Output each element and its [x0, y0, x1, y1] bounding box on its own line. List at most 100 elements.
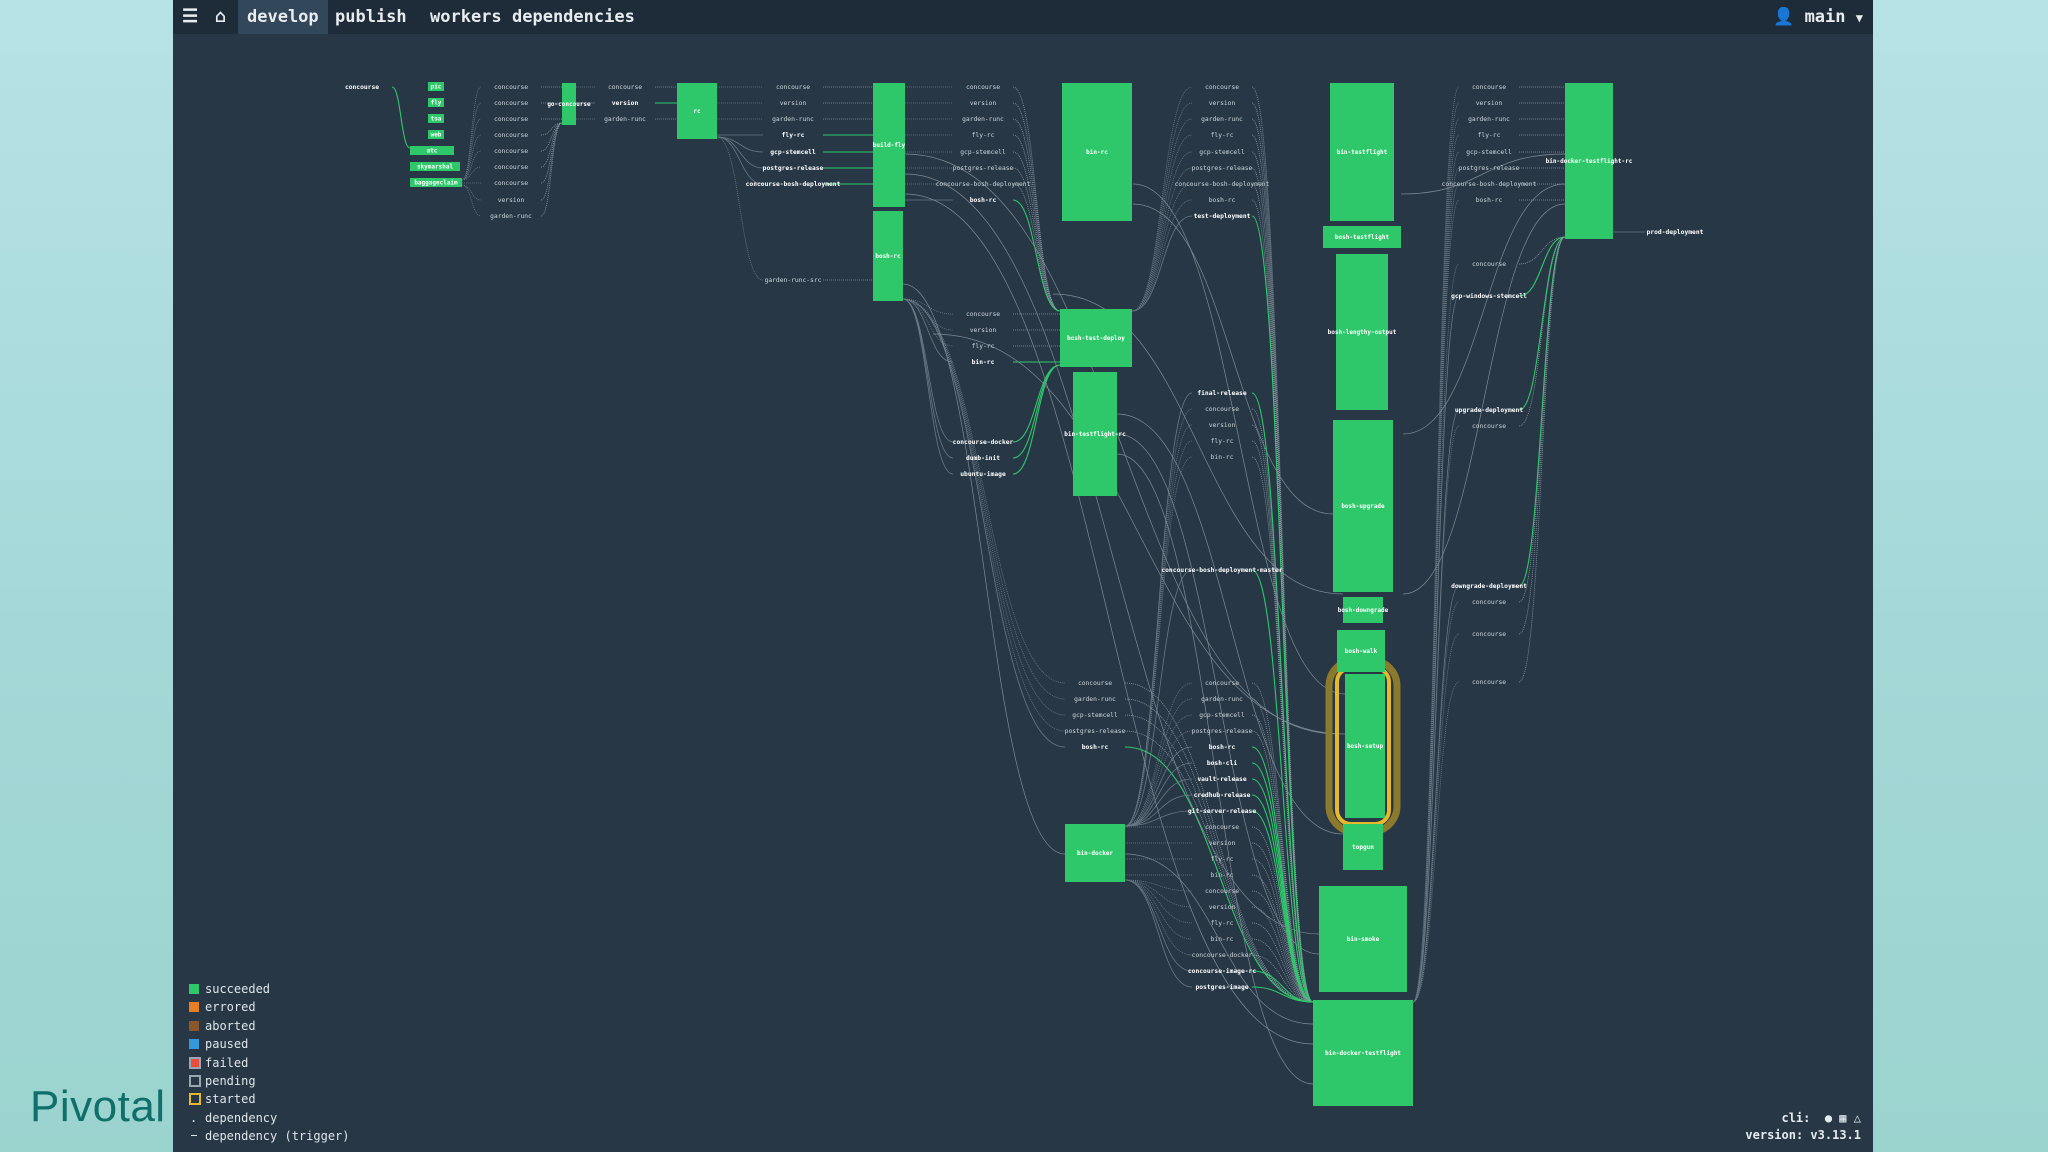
resource-postgres-release[interactable]: postgres-release	[1192, 165, 1253, 172]
job-rc[interactable]: rc	[677, 83, 717, 139]
resource-postgres-release[interactable]: postgres-release	[953, 165, 1014, 172]
resource-fly-rc[interactable]: fly-rc	[1211, 856, 1234, 863]
job-box[interactable]	[873, 211, 903, 301]
resource-garden-runc-src[interactable]: garden-runc-src	[765, 277, 822, 284]
resource-version[interactable]: version	[1209, 904, 1236, 911]
resource-postgres-release[interactable]: postgres-release	[763, 165, 824, 172]
resource-bin-rc[interactable]: bin-rc	[1211, 872, 1234, 879]
job-box[interactable]	[1333, 420, 1393, 592]
user-menu[interactable]: 👤 main ▼	[1773, 0, 1863, 34]
resource-bin-rc[interactable]: bin-rc	[972, 358, 995, 366]
resource-concourse[interactable]: concourse	[1472, 631, 1506, 638]
job-box[interactable]	[1062, 83, 1132, 221]
resource-concourse-bosh-deployment[interactable]: concourse-bosh-deployment	[746, 181, 841, 188]
job-box[interactable]	[410, 146, 454, 155]
resource-bosh-rc[interactable]: bosh-rc	[1082, 744, 1109, 751]
resource-concourse[interactable]: concourse	[1472, 423, 1506, 430]
resource-concourse[interactable]: concourse	[1472, 261, 1506, 268]
tab-workers[interactable]: workers	[430, 7, 502, 27]
job-build-fly[interactable]: build-fly	[873, 83, 906, 207]
resource-concourse[interactable]: concourse	[345, 84, 379, 91]
job-bin-rc[interactable]: bin-rc	[1062, 83, 1132, 221]
resource-git-server-release[interactable]: git-server-release	[1188, 807, 1256, 815]
resource-postgres-release[interactable]: postgres-release	[1192, 728, 1253, 735]
resource-version[interactable]: version	[612, 99, 639, 107]
resource-dumb-init[interactable]: dumb-init	[966, 454, 1000, 462]
job-box[interactable]	[428, 114, 444, 123]
resource-garden-runc[interactable]: garden-runc	[1468, 116, 1510, 123]
resource-garden-runc[interactable]: garden-runc	[490, 213, 532, 220]
job-box[interactable]	[562, 83, 576, 125]
job-bin-docker[interactable]: bin-docker	[1065, 824, 1125, 882]
resource-ubuntu-image[interactable]: ubuntu-image	[960, 470, 1006, 478]
resource-concourse[interactable]: concourse	[1205, 84, 1239, 91]
job-box[interactable]	[1565, 83, 1613, 239]
job-bosh-setup[interactable]: bosh-setup	[1345, 674, 1385, 818]
job-atc[interactable]: atc	[410, 146, 454, 155]
resource-fly-rc[interactable]: fly-rc	[972, 343, 995, 350]
job-bin-smoke[interactable]: bin-smoke	[1319, 886, 1407, 992]
resource-postgres-release[interactable]: postgres-release	[1459, 165, 1520, 172]
resource-version[interactable]: version	[1209, 100, 1236, 107]
job-box[interactable]	[873, 83, 905, 207]
resource-prod-deployment[interactable]: prod-deployment	[1647, 229, 1704, 236]
tab-dependencies[interactable]: dependencies	[512, 7, 635, 27]
hamburger-icon[interactable]: ☰	[182, 6, 199, 27]
resource-concourse-bosh-deployment[interactable]: concourse-bosh-deployment	[936, 181, 1031, 188]
home-icon[interactable]: ⌂	[215, 6, 226, 27]
job-bosh-test-deploy[interactable]: bosh-test-deploy	[1060, 309, 1132, 367]
resource-downgrade-deployment[interactable]: downgrade-deployment	[1451, 583, 1527, 590]
resource-concourse[interactable]: concourse	[608, 84, 642, 91]
job-topgun[interactable]: topgun	[1343, 824, 1383, 870]
resource-concourse-bosh-deployment[interactable]: concourse-bosh-deployment	[1442, 181, 1537, 188]
job-bin-testflight-rc[interactable]: bin-testflight-rc	[1064, 372, 1126, 496]
resource-garden-runc[interactable]: garden-runc	[604, 116, 646, 123]
job-box[interactable]	[1323, 226, 1401, 248]
resource-upgrade-deployment[interactable]: upgrade-deployment	[1455, 407, 1523, 414]
resource-concourse-docker[interactable]: concourse-docker	[953, 439, 1014, 446]
resource-concourse[interactable]: concourse	[494, 132, 528, 139]
resource-bosh-rc[interactable]: bosh-rc	[1209, 744, 1236, 751]
resource-gcp-stemcell[interactable]: gcp-stemcell	[1199, 712, 1245, 719]
resource-concourse[interactable]: concourse	[776, 84, 810, 91]
apple-icon[interactable]: ●	[1817, 1111, 1833, 1125]
resource-gcp-stemcell[interactable]: gcp-stemcell	[1199, 149, 1245, 156]
resource-concourse-docker[interactable]: concourse-docker	[1192, 952, 1253, 959]
resource-concourse[interactable]: concourse	[1472, 84, 1506, 91]
resource-vault-release[interactable]: vault-release	[1197, 776, 1246, 783]
job-bin-docker-testflight[interactable]: bin-docker-testflight	[1313, 1000, 1413, 1106]
resource-concourse[interactable]: concourse	[1472, 599, 1506, 606]
resource-concourse[interactable]: concourse	[966, 84, 1000, 91]
job-fly[interactable]: fly	[428, 98, 444, 107]
job-bosh-rc[interactable]: bosh-rc	[873, 211, 903, 301]
resource-garden-runc[interactable]: garden-runc	[772, 116, 814, 123]
job-box[interactable]	[428, 82, 444, 91]
tab-publish[interactable]: publish	[335, 7, 407, 27]
resource-bosh-rc[interactable]: bosh-rc	[1209, 197, 1236, 204]
resource-fly-rc[interactable]: fly-rc	[1211, 132, 1234, 139]
resource-version[interactable]: version	[1476, 100, 1503, 107]
resource-gcp-stemcell[interactable]: gcp-stemcell	[1466, 149, 1512, 156]
job-box[interactable]	[1065, 824, 1125, 882]
windows-icon[interactable]: ▦	[1839, 1111, 1847, 1125]
resource-fly-rc[interactable]: fly-rc	[1211, 920, 1234, 927]
resource-postgres-image[interactable]: postgres-image	[1195, 983, 1248, 991]
resource-version[interactable]: version	[970, 327, 997, 334]
job-baggageclaim[interactable]: baggageclaim	[410, 178, 462, 187]
resource-concourse-image-rc[interactable]: concourse-image-rc	[1188, 967, 1256, 975]
resource-concourse[interactable]: concourse	[494, 148, 528, 155]
job-box[interactable]	[410, 162, 460, 171]
resource-concourse[interactable]: concourse	[494, 84, 528, 91]
resource-concourse-bosh-deployment[interactable]: concourse-bosh-deployment	[1175, 181, 1270, 188]
resource-concourse[interactable]: concourse	[1205, 406, 1239, 413]
job-pic[interactable]: pic	[428, 82, 444, 91]
resource-version[interactable]: version	[780, 100, 807, 107]
job-box[interactable]	[1343, 597, 1383, 623]
resource-bin-rc[interactable]: bin-rc	[1211, 454, 1234, 461]
resource-concourse-bosh-deployment-master[interactable]: concourse-bosh-deployment-master	[1161, 567, 1283, 574]
job-go-concourse[interactable]: go-concourse	[547, 83, 591, 125]
resource-test-deployment[interactable]: test-deployment	[1194, 213, 1251, 220]
resource-concourse[interactable]: concourse	[1472, 679, 1506, 686]
resource-gcp-windows-stemcell[interactable]: gcp-windows-stemcell	[1451, 292, 1527, 300]
resource-gcp-stemcell[interactable]: gcp-stemcell	[960, 149, 1006, 156]
